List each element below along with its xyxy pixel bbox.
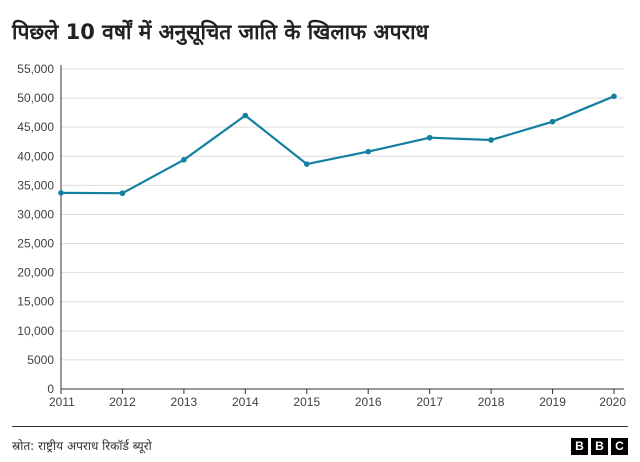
x-tick-label: 2016 bbox=[355, 395, 382, 409]
data-point bbox=[119, 190, 126, 197]
y-tick-label: 5000 bbox=[27, 353, 54, 367]
y-axis-ticks: 0 5000 10,000 15,000 20,000 25,000 30,000 35,00… bbox=[17, 62, 54, 396]
logo-letter-b1: B bbox=[571, 438, 588, 455]
y-tick-label: 20,000 bbox=[17, 266, 54, 280]
y-tick-label: 30,000 bbox=[17, 207, 54, 221]
y-tick-label: 10,000 bbox=[17, 324, 54, 338]
data-point bbox=[549, 118, 556, 125]
data-point bbox=[365, 148, 372, 155]
y-tick-label: 45,000 bbox=[17, 120, 54, 134]
y-tick-label: 50,000 bbox=[17, 91, 54, 105]
chart-title: पिछले 10 वर्षों में अनुसूचित जाति के खिल… bbox=[12, 20, 429, 44]
data-point bbox=[426, 134, 433, 141]
y-tick-label: 55,000 bbox=[17, 62, 54, 76]
y-tick-label: 35,000 bbox=[17, 178, 54, 192]
data-point bbox=[242, 112, 249, 119]
x-tick-label: 2015 bbox=[293, 395, 320, 409]
gridlines bbox=[60, 65, 624, 390]
series-line bbox=[59, 95, 616, 195]
source-note: स्रोत: राष्ट्रीय अपराध रिकॉर्ड ब्यूरो bbox=[12, 439, 152, 453]
x-tick-label: 2011 bbox=[49, 395, 75, 409]
logo-letter-c: C bbox=[611, 438, 628, 455]
data-point bbox=[611, 93, 617, 100]
footer-divider bbox=[12, 426, 628, 427]
x-axis-ticks: 2011 2012 2013 2014 2015 2016 2017 2018 2019 2020 bbox=[49, 389, 626, 409]
data-point bbox=[303, 161, 310, 167]
y-tick-label: 40,000 bbox=[17, 149, 54, 163]
x-tick-label: 2018 bbox=[478, 395, 505, 409]
y-tick-label: 0 bbox=[47, 382, 54, 396]
x-tick-label: 2020 bbox=[599, 395, 626, 409]
y-tick-label: 25,000 bbox=[17, 237, 54, 251]
data-point bbox=[58, 190, 64, 196]
series-layer bbox=[58, 93, 617, 197]
x-tick-label: 2014 bbox=[232, 395, 259, 409]
logo-letter-b2: B bbox=[591, 438, 608, 455]
x-tick-label: 2013 bbox=[171, 395, 198, 409]
bbc-logo: B B C bbox=[571, 438, 628, 455]
x-tick-label: 2019 bbox=[539, 395, 566, 409]
data-point bbox=[488, 137, 494, 143]
y-tick-label: 15,000 bbox=[17, 295, 54, 309]
data-point bbox=[181, 156, 187, 163]
x-tick-label: 2012 bbox=[109, 395, 136, 409]
x-tick-label: 2017 bbox=[416, 395, 443, 409]
